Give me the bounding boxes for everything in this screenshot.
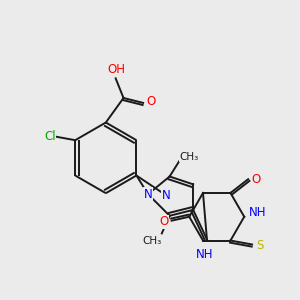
Text: N: N [161,189,170,202]
Text: N: N [144,188,152,201]
Text: CH₃: CH₃ [180,152,199,162]
Text: OH: OH [108,63,126,76]
Text: CH₃: CH₃ [142,236,162,246]
Text: NH: NH [196,248,214,261]
Text: Cl: Cl [44,130,56,143]
Text: O: O [146,95,156,108]
Text: O: O [159,215,168,228]
Text: O: O [251,173,261,186]
Text: S: S [256,239,264,252]
Text: NH: NH [249,206,267,219]
